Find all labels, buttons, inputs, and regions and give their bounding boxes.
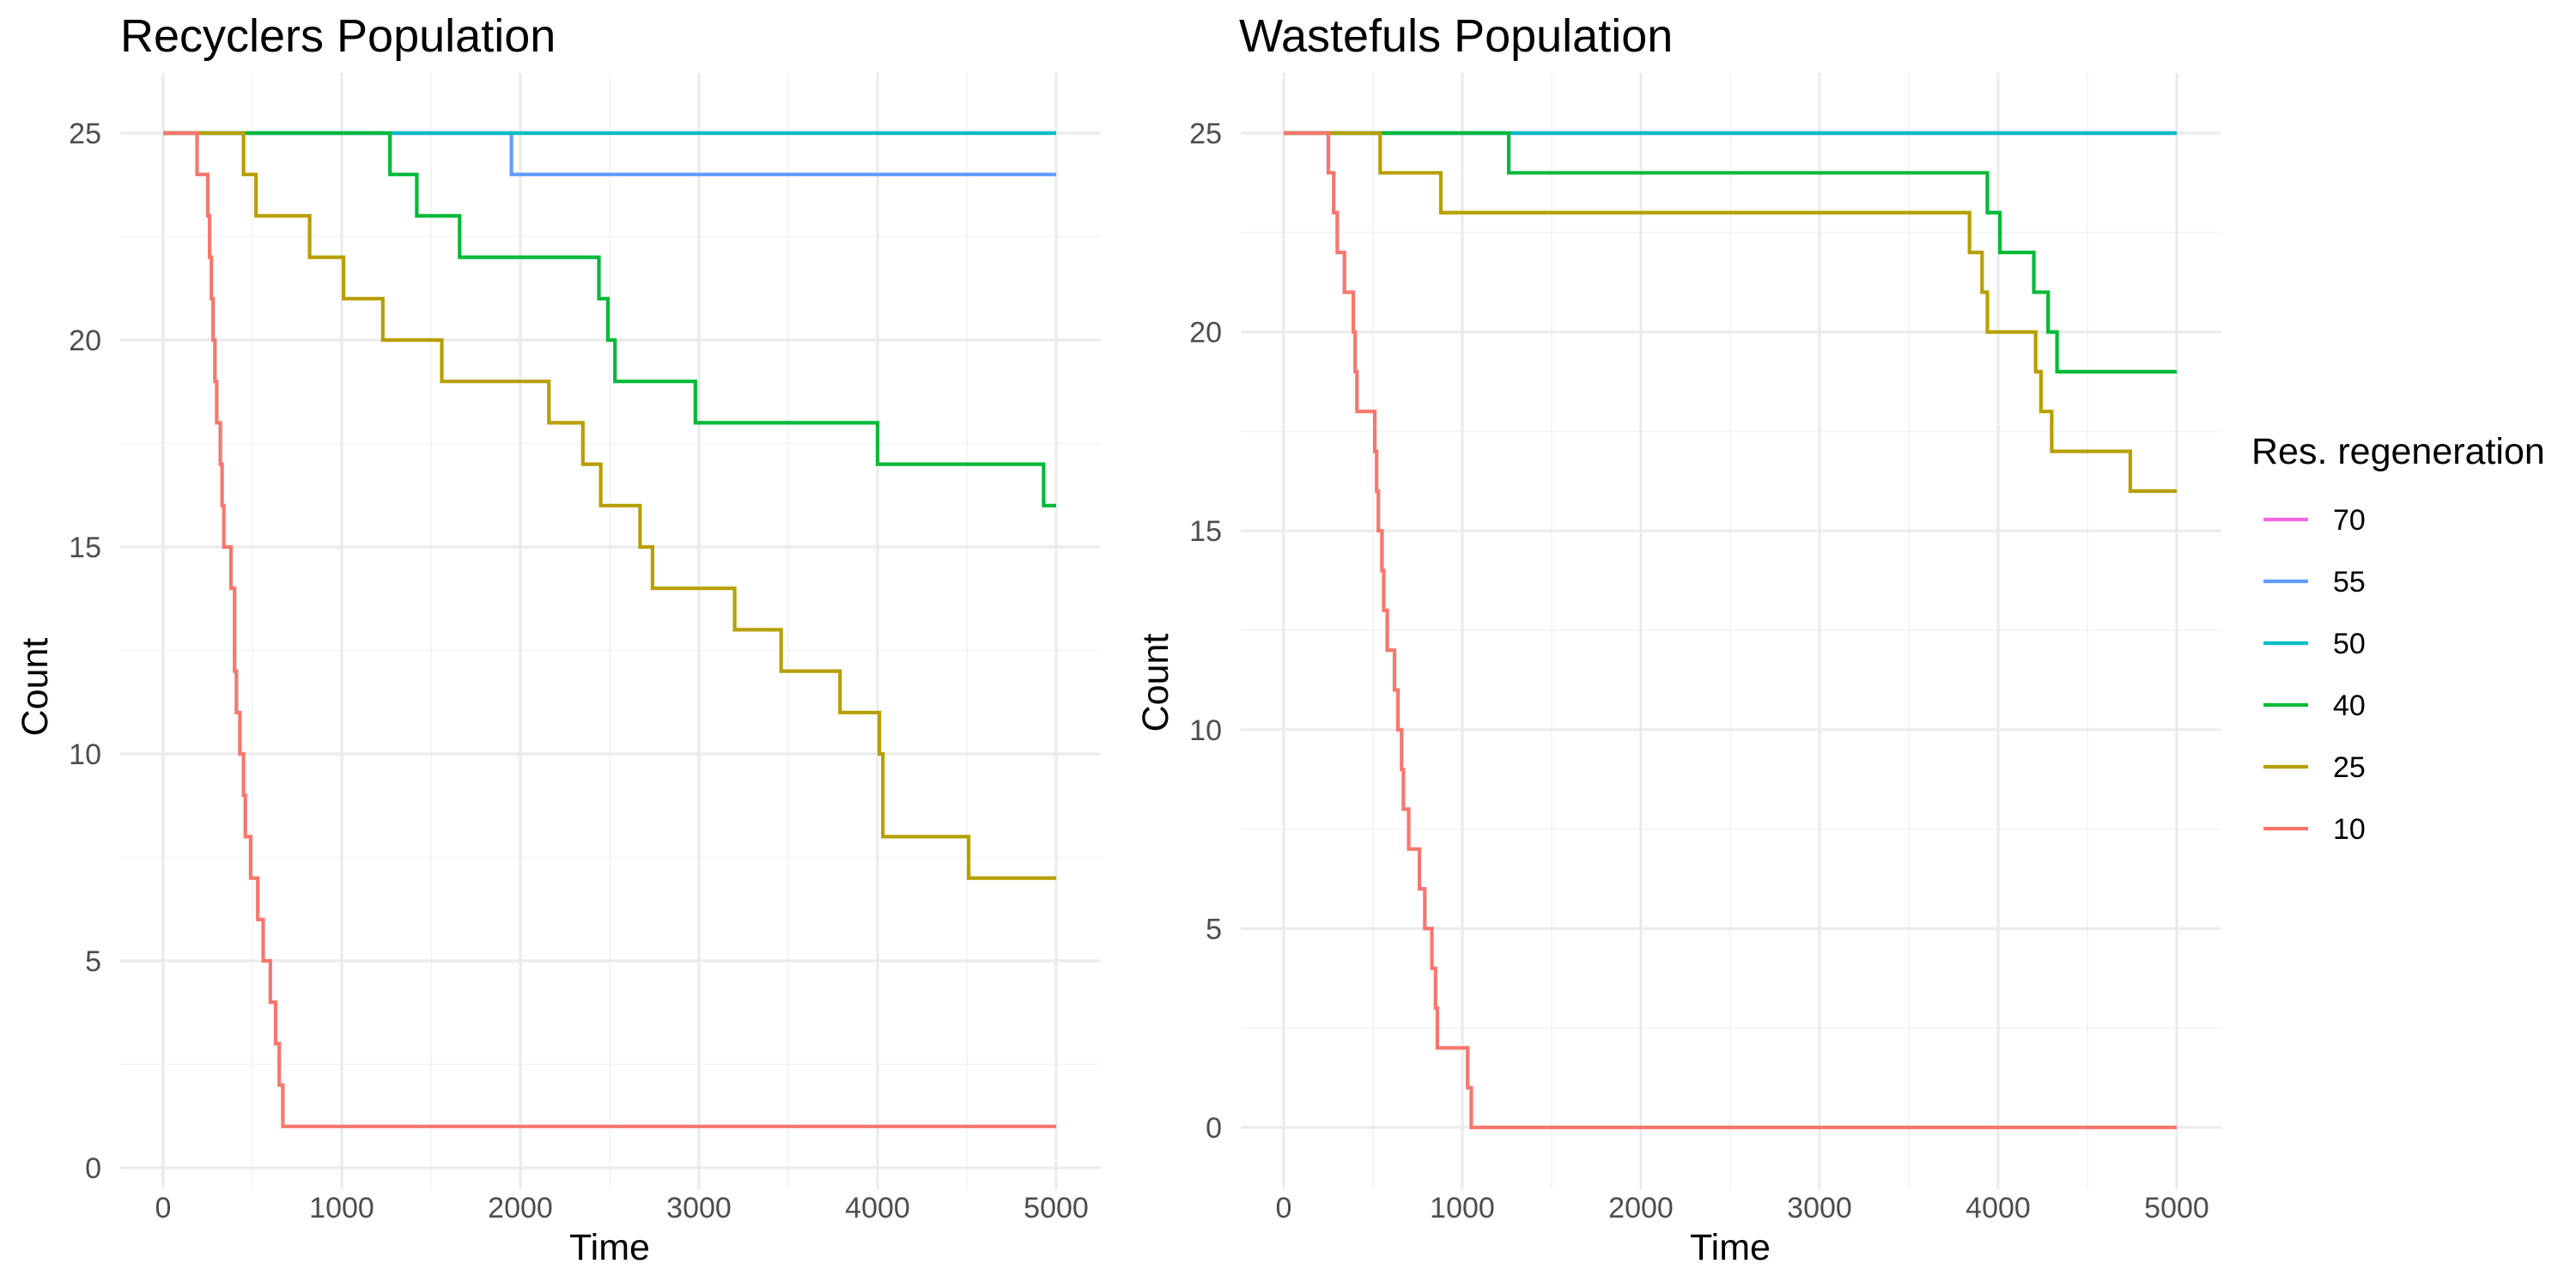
recyclers-x-tick-label: 5000 — [1024, 1192, 1089, 1224]
recyclers-y-axis-title: Count — [15, 638, 56, 737]
wastefuls-y-axis-title: Count — [1135, 634, 1176, 732]
recyclers-y-tick-label: 10 — [69, 738, 101, 771]
wastefuls-y-tick-label: 15 — [1189, 515, 1222, 548]
recyclers-plot-area: 0 1000 2000 3000 4000 5000 0 5 10 15 20 25 — [69, 73, 1101, 1224]
wastefuls-x-tick-label: 4000 — [1965, 1192, 2031, 1224]
legend-label-55: 55 — [2333, 566, 2366, 598]
recyclers-series-line-40 — [163, 131, 1056, 507]
recyclers-x-tick-label: 2000 — [488, 1192, 553, 1224]
recyclers-y-tick-label: 25 — [69, 118, 101, 150]
recyclers-x-tick-label: 4000 — [845, 1192, 910, 1224]
recyclers-series-line-10 — [163, 131, 1056, 1128]
wastefuls-x-axis-title: Time — [1690, 1227, 1771, 1268]
wastefuls-x-tick-label: 5000 — [2144, 1192, 2209, 1224]
recyclers-panel: Recyclers Population Time Count 0 1000 200… — [15, 10, 1101, 1268]
wastefuls-y-tick-label: 10 — [1189, 714, 1222, 747]
wastefuls-plot-area: 0 1000 2000 3000 4000 5000 0 5 10 15 20 25 — [1189, 73, 2221, 1224]
legend: Res. regeneration 70 55 50 40 25 10 — [2251, 431, 2545, 846]
legend-label-70: 70 — [2333, 504, 2366, 537]
recyclers-x-tick-label: 0 — [155, 1192, 172, 1224]
legend-label-50: 50 — [2333, 628, 2366, 660]
legend-label-40: 40 — [2333, 690, 2366, 722]
recyclers-y-tick-label: 5 — [85, 945, 101, 978]
wastefuls-x-tick-label: 1000 — [1430, 1192, 1495, 1224]
wastefuls-y-tick-label: 25 — [1189, 118, 1222, 150]
legend-label-10: 10 — [2333, 813, 2366, 846]
wastefuls-y-tick-label: 20 — [1189, 317, 1222, 349]
wastefuls-x-tick-label: 0 — [1276, 1192, 1292, 1224]
wastefuls-series-line-40 — [1284, 131, 2177, 374]
legend-items: 70 55 50 40 25 10 — [2263, 504, 2366, 846]
wastefuls-title: Wastefuls Population — [1239, 10, 1673, 62]
wastefuls-series-line-25 — [1284, 131, 2177, 493]
wastefuls-series-line-10 — [1284, 131, 2177, 1130]
recyclers-x-axis-title: Time — [569, 1227, 650, 1268]
wastefuls-y-tick-label: 0 — [1206, 1112, 1222, 1145]
wastefuls-panel: Wastefuls Population Time Count 0 1000 200… — [1135, 10, 2221, 1268]
wastefuls-x-tick-label: 2000 — [1608, 1192, 1674, 1224]
recyclers-title: Recyclers Population — [120, 10, 556, 62]
wastefuls-x-tick-label: 3000 — [1787, 1192, 1852, 1224]
recyclers-y-tick-label: 20 — [69, 325, 101, 357]
recyclers-y-tick-label: 15 — [69, 532, 101, 564]
wastefuls-y-tick-label: 5 — [1206, 913, 1222, 945]
recyclers-series-line-25 — [163, 131, 1056, 880]
legend-label-25: 25 — [2333, 751, 2366, 784]
recyclers-y-tick-label: 0 — [85, 1152, 101, 1185]
recyclers-x-tick-label: 3000 — [666, 1192, 732, 1224]
legend-title: Res. regeneration — [2251, 431, 2545, 472]
recyclers-x-tick-label: 1000 — [309, 1192, 374, 1224]
